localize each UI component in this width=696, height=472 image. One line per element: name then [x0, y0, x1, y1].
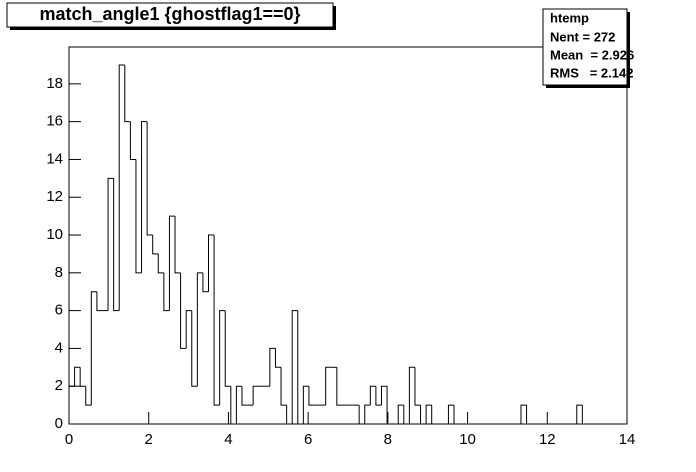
histogram-bin	[375, 386, 382, 406]
histogram-bin	[85, 386, 92, 406]
x-tick-label: 10	[459, 431, 476, 448]
histogram-bin	[380, 385, 388, 406]
histogram-bin	[180, 272, 187, 349]
histogram-bin	[274, 348, 282, 368]
x-tick-label: 2	[145, 431, 153, 448]
y-tick-label: 6	[55, 302, 63, 319]
histogram-bin	[425, 404, 432, 424]
y-tick-label: 4	[55, 339, 63, 356]
histogram-bin	[113, 178, 120, 312]
histogram-bin	[576, 404, 583, 424]
y-tick-label: 18	[46, 75, 63, 92]
y-tick-label: 8	[55, 264, 63, 281]
histogram-bin	[129, 121, 136, 160]
stats-line: Mean = 2.926	[550, 47, 634, 62]
histogram-bin	[146, 121, 153, 236]
histogram-bin	[224, 310, 231, 387]
histogram-bin	[230, 386, 237, 425]
histogram-bin	[235, 385, 242, 424]
histogram-bin	[107, 177, 114, 311]
histogram-bin	[213, 235, 220, 406]
x-tick-label: 6	[304, 431, 312, 448]
x-tick-label: 8	[384, 431, 392, 448]
histogram-bin	[74, 366, 81, 387]
y-tick-label: 2	[55, 377, 63, 394]
histogram-bin	[163, 272, 170, 312]
title-box	[6, 2, 334, 28]
histogram-bin	[369, 385, 376, 406]
histogram-bin	[196, 272, 203, 387]
histogram-bin	[269, 347, 276, 387]
histogram-bin	[414, 367, 421, 406]
x-tick-label: 12	[539, 431, 556, 448]
histogram-bin	[336, 367, 343, 406]
histogram-bin	[302, 385, 309, 424]
histogram-bin	[152, 235, 159, 255]
histogram-bin	[79, 367, 86, 387]
histogram-bin	[168, 215, 176, 311]
histogram-bin	[325, 366, 332, 406]
histogram-bin	[135, 159, 142, 274]
histogram-bin	[308, 386, 315, 406]
histogram-bin	[364, 404, 371, 424]
stats-line: Nent = 272	[550, 29, 615, 44]
x-tick-label: 4	[224, 431, 232, 448]
histogram-bin	[447, 404, 455, 424]
y-tick-label: 0	[55, 415, 63, 432]
y-tick-label: 16	[46, 113, 63, 130]
histogram-bin	[453, 405, 460, 425]
histogram-bin	[297, 310, 304, 425]
histogram-bin	[431, 405, 438, 425]
histogram-bin	[397, 404, 404, 424]
histogram-bin	[185, 310, 192, 349]
histogram-bin	[403, 405, 410, 425]
histogram-bin	[286, 405, 293, 425]
histogram-bin	[68, 385, 75, 424]
histogram-bin	[157, 253, 164, 274]
histogram-bin	[358, 405, 365, 425]
histogram-bin	[202, 272, 209, 293]
histogram-bin	[581, 405, 588, 425]
y-tick-label: 10	[46, 226, 63, 243]
histogram-bin	[291, 310, 298, 424]
histogram-bin	[174, 216, 181, 274]
histogram-bin	[118, 64, 125, 311]
stats-box	[542, 8, 628, 86]
y-tick-label: 14	[46, 150, 63, 167]
histogram-bin	[208, 234, 215, 292]
histogram-bin	[96, 291, 103, 312]
x-tick-label: 14	[619, 431, 636, 448]
histogram-bin	[280, 367, 287, 406]
histogram-bin	[386, 386, 393, 425]
stats-name: htemp	[550, 10, 589, 25]
histogram-bin	[141, 121, 148, 273]
histogram-bin	[124, 64, 131, 123]
histogram-bin	[191, 310, 198, 387]
y-tick-label: 12	[46, 188, 63, 205]
histogram-bin	[252, 385, 259, 406]
histogram-bin	[526, 405, 533, 425]
histogram-bin	[219, 310, 226, 406]
x-tick-label: 0	[65, 431, 73, 448]
histogram-bin	[420, 405, 427, 425]
chart-title: match_angle1 {ghostflag1==0}	[39, 4, 300, 24]
stats-line: RMS = 2.142	[550, 65, 633, 80]
histogram-bin	[520, 404, 527, 424]
histogram-bin	[241, 386, 248, 406]
histogram-bin	[90, 291, 97, 406]
histogram-bin	[408, 366, 415, 424]
